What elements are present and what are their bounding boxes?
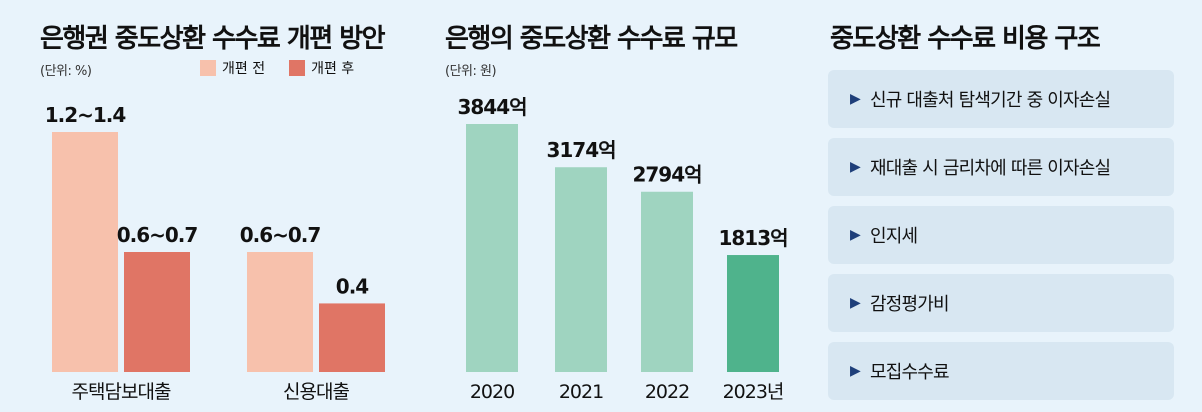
triangle-bullet-icon: ▶ <box>850 227 861 243</box>
right-panel-title: 중도상환 수수료 비용 구조 <box>830 24 1101 54</box>
bar-value-label: 1813억 <box>718 226 787 250</box>
category-label: 신용대출 <box>283 381 349 403</box>
bar-year-1 <box>555 167 607 372</box>
cost-item-label: 재대출 시 금리차에 따른 이자손실 <box>869 158 1111 179</box>
left-panel-title: 은행권 중도상환 수수료 개편 방안 <box>40 24 386 54</box>
bar-after-0 <box>124 252 190 372</box>
legend-swatch-before <box>200 60 216 76</box>
bar-value-label: 3844억 <box>457 95 526 119</box>
middle-panel-title: 은행의 중도상환 수수료 규모 <box>445 24 738 54</box>
cost-item-label: 인지세 <box>869 226 918 247</box>
legend-swatch-after <box>289 60 306 76</box>
middle-panel-unit: (단위: 원) <box>445 64 497 79</box>
year-label: 2020 <box>470 381 514 403</box>
bar-year-2 <box>641 191 693 372</box>
bar-value-label: 0.6~0.7 <box>117 223 198 247</box>
bar-value-label: 0.4 <box>336 274 369 298</box>
year-label: 2022 <box>645 381 689 403</box>
cost-item: ▶ 신규 대출처 탐색기간 중 이자손실 <box>828 70 1174 128</box>
cost-item: ▶ 모집수수료 <box>828 342 1174 400</box>
bar-value-label: 2794억 <box>632 163 701 187</box>
year-label: 2023년 <box>723 381 784 403</box>
bar-value-label: 0.6~0.7 <box>240 223 321 247</box>
triangle-bullet-icon: ▶ <box>850 91 861 107</box>
bar-year-3 <box>727 255 779 372</box>
bar-value-label: 3174억 <box>546 138 615 162</box>
cost-item: ▶ 인지세 <box>828 206 1174 264</box>
left-panel-unit: (단위: %) <box>40 64 92 79</box>
cost-item-label: 신규 대출처 탐색기간 중 이자손실 <box>869 90 1111 111</box>
triangle-bullet-icon: ▶ <box>850 363 861 379</box>
cost-item-label: 모집수수료 <box>869 362 950 383</box>
bar-before-0 <box>52 132 118 372</box>
bar-after-1 <box>319 303 385 372</box>
category-label: 주택담보대출 <box>72 381 171 403</box>
bar-value-label: 1.2~1.4 <box>45 103 126 127</box>
legend-label-before: 개편 전 <box>222 61 266 77</box>
cost-item: ▶ 감정평가비 <box>828 274 1174 332</box>
legend-item-before: 개편 전 <box>200 58 265 78</box>
bar-before-1 <box>247 252 313 372</box>
cost-item: ▶ 재대출 시 금리차에 따른 이자손실 <box>828 138 1174 196</box>
bar-year-0 <box>466 124 518 372</box>
year-label: 2021 <box>559 381 603 403</box>
left-legend: 개편 전 개편 후 <box>200 58 372 78</box>
triangle-bullet-icon: ▶ <box>850 159 861 175</box>
triangle-bullet-icon: ▶ <box>850 295 861 311</box>
legend-label-after: 개편 후 <box>311 61 355 77</box>
cost-item-label: 감정평가비 <box>869 294 950 315</box>
legend-item-after: 개편 후 <box>289 58 354 78</box>
